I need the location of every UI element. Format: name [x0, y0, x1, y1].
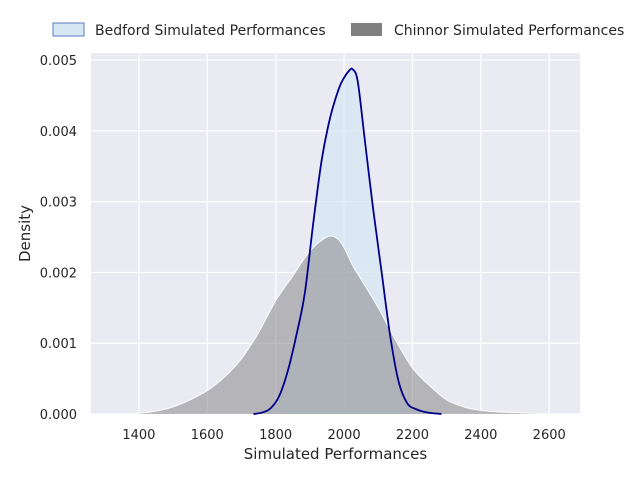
x-tick-label: 1400	[122, 428, 155, 443]
legend-label-bedford: Bedford Simulated Performances	[95, 23, 326, 39]
legend-swatch-chinnor	[351, 23, 382, 36]
axis-ticks: 1400 1600 1800 2000 2200 2400 2600 0.000 0.001 0.…	[40, 54, 566, 443]
legend-label-chinnor: Chinnor Simulated Performances	[394, 23, 624, 39]
y-axis-label: Density	[16, 205, 34, 262]
y-tick-label: 0.002	[40, 266, 77, 281]
series-layer	[111, 67, 560, 415]
x-tick-label: 2600	[533, 428, 566, 443]
y-tick-label: 0.000	[40, 408, 77, 423]
y-tick-label: 0.001	[40, 337, 77, 352]
legend-swatch-bedford	[52, 22, 85, 37]
chinnor-density-line	[111, 235, 560, 415]
x-axis-label: Simulated Performances	[244, 445, 428, 463]
y-tick-label: 0.004	[40, 125, 77, 140]
legend: Bedford Simulated Performances Chinnor S…	[52, 22, 624, 39]
y-tick-label: 0.003	[40, 196, 77, 211]
x-tick-label: 1800	[259, 428, 292, 443]
x-tick-label: 1600	[191, 428, 224, 443]
y-tick-label: 0.005	[40, 54, 77, 69]
x-tick-label: 2000	[328, 428, 361, 443]
x-tick-label: 2400	[464, 428, 497, 443]
bedford-density-line	[253, 67, 442, 415]
x-tick-label: 2200	[396, 428, 429, 443]
chinnor-density-area	[111, 236, 560, 414]
